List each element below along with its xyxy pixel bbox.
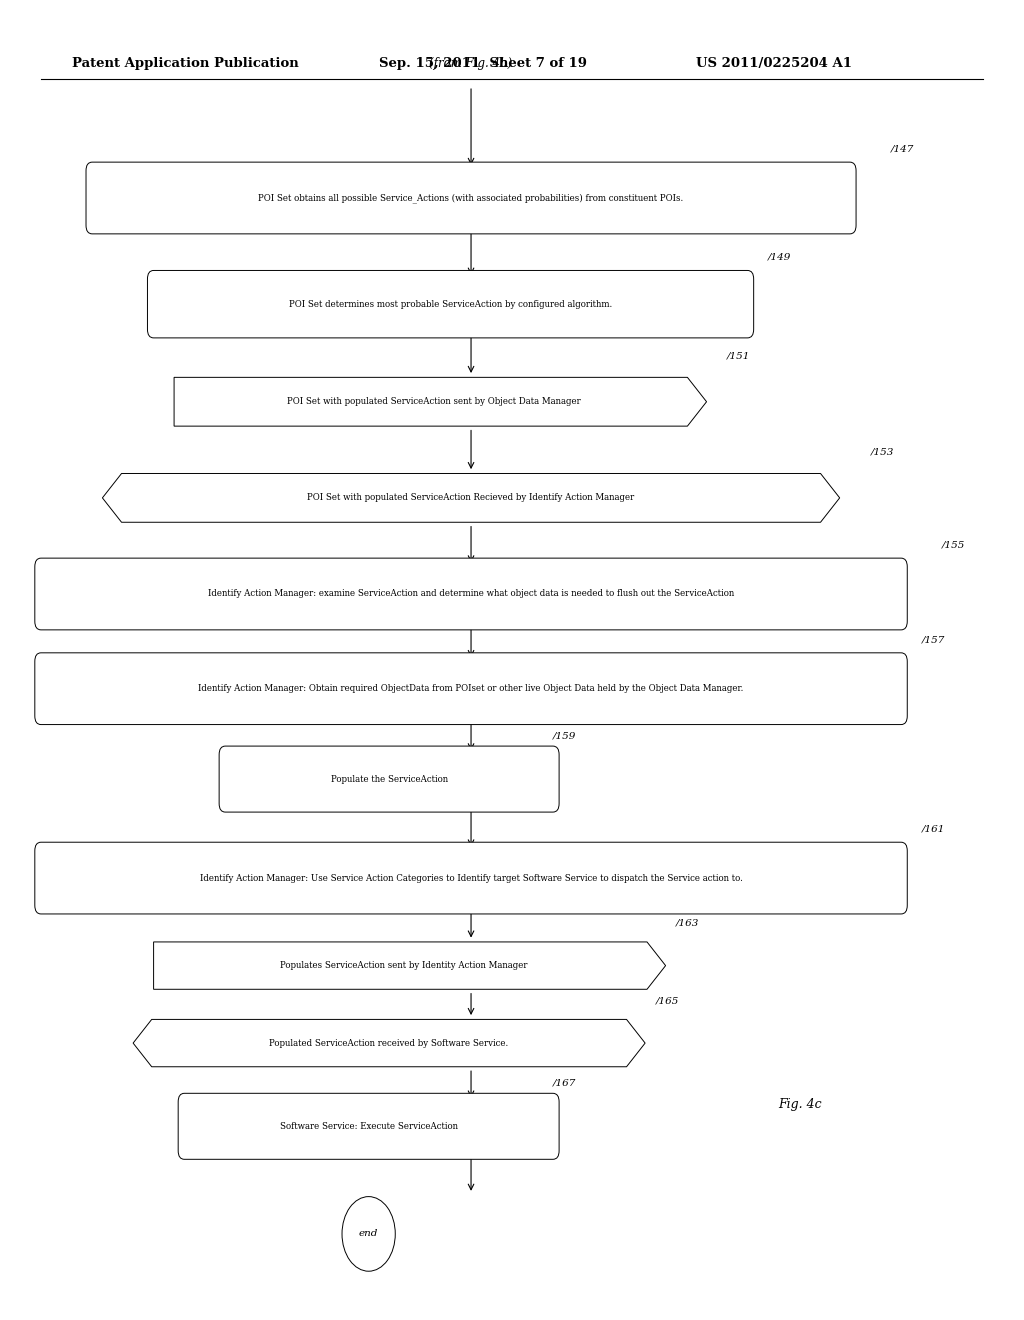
Text: /155: /155 [942, 540, 966, 549]
Text: /147: /147 [891, 144, 914, 153]
FancyBboxPatch shape [178, 1093, 559, 1159]
Text: Software Service: Execute ServiceAction: Software Service: Execute ServiceAction [280, 1122, 458, 1131]
Text: Populates ServiceAction sent by Identity Action Manager: Populates ServiceAction sent by Identity… [280, 961, 527, 970]
Text: /163: /163 [676, 919, 699, 928]
Text: /167: /167 [553, 1078, 577, 1088]
Text: /161: /161 [922, 825, 945, 834]
Text: POI Set determines most probable ServiceAction by configured algorithm.: POI Set determines most probable Service… [289, 300, 612, 309]
Polygon shape [174, 378, 707, 426]
Text: end: end [359, 1229, 378, 1238]
Text: Sep. 15, 2011  Sheet 7 of 19: Sep. 15, 2011 Sheet 7 of 19 [379, 57, 587, 70]
FancyBboxPatch shape [219, 746, 559, 812]
Text: US 2011/0225204 A1: US 2011/0225204 A1 [696, 57, 852, 70]
Text: POI Set obtains all possible Service_Actions (with associated probabilities) fro: POI Set obtains all possible Service_Act… [258, 193, 684, 203]
Polygon shape [102, 474, 840, 523]
Text: Identify Action Manager: Use Service Action Categories to Identify target Softwa: Identify Action Manager: Use Service Act… [200, 874, 742, 883]
Text: POI Set with populated ServiceAction sent by Object Data Manager: POI Set with populated ServiceAction sen… [287, 397, 581, 407]
Polygon shape [154, 942, 666, 989]
Polygon shape [133, 1019, 645, 1067]
Text: /153: /153 [870, 447, 894, 457]
Text: Populated ServiceAction received by Software Service.: Populated ServiceAction received by Soft… [269, 1039, 509, 1048]
Text: POI Set with populated ServiceAction Recieved by Identify Action Manager: POI Set with populated ServiceAction Rec… [307, 494, 635, 503]
FancyBboxPatch shape [147, 271, 754, 338]
Text: Fig. 4c: Fig. 4c [778, 1098, 822, 1111]
Text: /159: /159 [553, 731, 577, 741]
FancyBboxPatch shape [35, 558, 907, 630]
Text: /151: /151 [727, 351, 751, 360]
Text: /157: /157 [922, 635, 945, 644]
Text: /165: /165 [655, 997, 679, 1005]
Text: Populate the ServiceAction: Populate the ServiceAction [331, 775, 447, 784]
Text: Patent Application Publication: Patent Application Publication [72, 57, 298, 70]
FancyBboxPatch shape [35, 653, 907, 725]
FancyBboxPatch shape [35, 842, 907, 913]
Text: /149: /149 [768, 253, 792, 261]
Circle shape [342, 1197, 395, 1271]
Text: (from Fig. 4b): (from Fig. 4b) [429, 57, 513, 70]
FancyBboxPatch shape [86, 162, 856, 234]
Text: Identify Action Manager: Obtain required ObjectData from POIset or other live Ob: Identify Action Manager: Obtain required… [199, 684, 743, 693]
Text: Identify Action Manager: examine ServiceAction and determine what object data is: Identify Action Manager: examine Service… [208, 590, 734, 598]
